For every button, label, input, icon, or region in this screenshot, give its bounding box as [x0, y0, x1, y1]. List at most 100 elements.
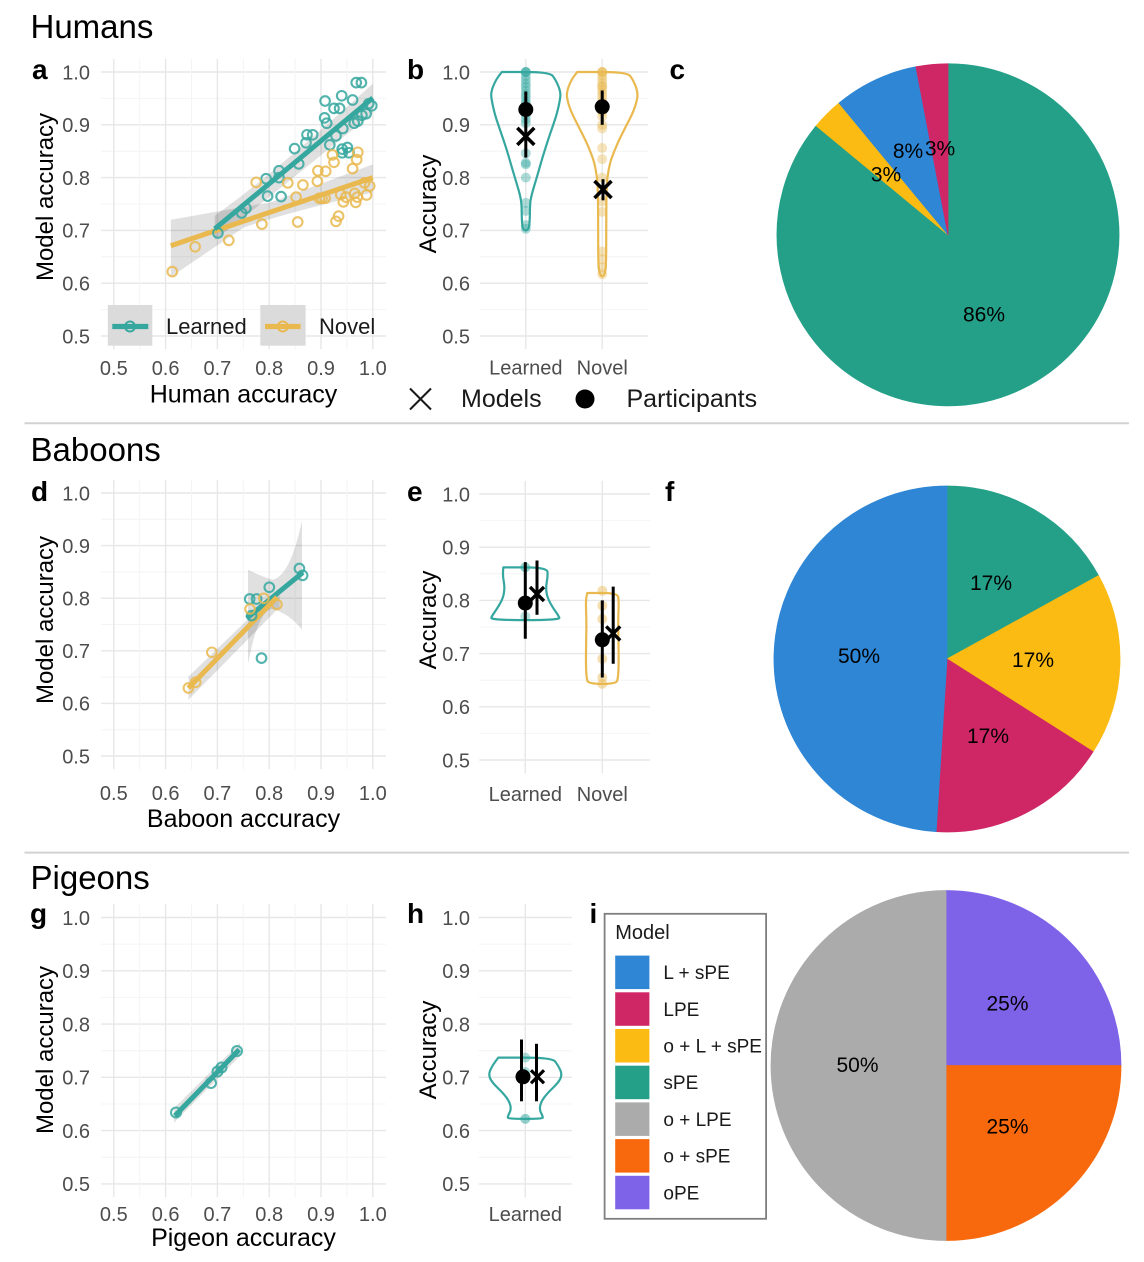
svg-text:0.5: 0.5 — [100, 783, 128, 805]
svg-text:0.9: 0.9 — [62, 115, 90, 137]
svg-text:Model accuracy: Model accuracy — [32, 966, 59, 1134]
svg-text:Learned: Learned — [166, 314, 247, 339]
svg-text:3%: 3% — [925, 138, 955, 161]
svg-text:Accuracy: Accuracy — [415, 155, 442, 254]
svg-text:0.7: 0.7 — [62, 641, 90, 663]
svg-text:0.6: 0.6 — [442, 1121, 470, 1143]
svg-text:0.8: 0.8 — [255, 1204, 283, 1226]
svg-text:1.0: 1.0 — [442, 62, 470, 84]
svg-text:Novel: Novel — [577, 358, 628, 380]
svg-text:25%: 25% — [986, 1116, 1028, 1139]
svg-text:Pigeon accuracy: Pigeon accuracy — [151, 1224, 336, 1252]
svg-text:0.6: 0.6 — [152, 1204, 180, 1226]
svg-text:0.6: 0.6 — [62, 694, 90, 716]
svg-text:LPE: LPE — [663, 1000, 699, 1021]
svg-text:0.6: 0.6 — [442, 274, 470, 296]
svg-text:0.5: 0.5 — [62, 1174, 90, 1196]
svg-text:Learned: Learned — [489, 784, 562, 806]
svg-text:Learned: Learned — [489, 1204, 562, 1226]
svg-text:0.7: 0.7 — [203, 783, 231, 805]
svg-text:Human accuracy: Human accuracy — [150, 381, 338, 409]
svg-text:Accuracy: Accuracy — [415, 1001, 442, 1100]
svg-text:i: i — [590, 898, 598, 929]
svg-text:0.8: 0.8 — [62, 589, 90, 611]
svg-text:Model accuracy: Model accuracy — [32, 113, 59, 281]
svg-text:0.8: 0.8 — [255, 358, 283, 380]
svg-text:0.7: 0.7 — [442, 221, 470, 243]
svg-text:0.8: 0.8 — [442, 1014, 470, 1036]
svg-text:Participants: Participants — [627, 385, 758, 413]
svg-text:0.9: 0.9 — [307, 783, 335, 805]
svg-text:17%: 17% — [1012, 649, 1054, 672]
svg-text:Accuracy: Accuracy — [415, 571, 442, 670]
svg-text:0.5: 0.5 — [100, 1204, 128, 1226]
svg-text:1.0: 1.0 — [359, 358, 387, 380]
svg-text:0.8: 0.8 — [62, 1014, 90, 1036]
svg-text:0.7: 0.7 — [203, 1204, 231, 1226]
svg-text:8%: 8% — [893, 140, 923, 163]
svg-text:0.9: 0.9 — [442, 115, 470, 137]
svg-text:0.6: 0.6 — [152, 358, 180, 380]
svg-text:d: d — [31, 476, 48, 507]
svg-text:Pigeons: Pigeons — [31, 859, 150, 896]
svg-text:sPE: sPE — [663, 1073, 698, 1094]
svg-text:0.7: 0.7 — [62, 221, 90, 243]
svg-text:1.0: 1.0 — [359, 1204, 387, 1226]
svg-text:0.5: 0.5 — [442, 750, 470, 772]
svg-text:a: a — [32, 54, 48, 85]
svg-text:0.5: 0.5 — [62, 326, 90, 348]
svg-text:0.6: 0.6 — [62, 1121, 90, 1143]
svg-text:Novel: Novel — [319, 314, 375, 339]
svg-text:25%: 25% — [986, 993, 1028, 1016]
svg-text:0.8: 0.8 — [62, 168, 90, 190]
svg-text:0.9: 0.9 — [62, 536, 90, 558]
svg-text:50%: 50% — [838, 645, 880, 668]
svg-text:0.5: 0.5 — [62, 746, 90, 768]
svg-text:o + L + sPE: o + L + sPE — [663, 1037, 762, 1058]
svg-text:0.5: 0.5 — [442, 1174, 470, 1196]
svg-text:1.0: 1.0 — [442, 908, 470, 930]
svg-text:17%: 17% — [970, 572, 1012, 595]
svg-text:3%: 3% — [871, 164, 901, 187]
svg-text:0.9: 0.9 — [307, 358, 335, 380]
svg-text:L + sPE: L + sPE — [663, 963, 729, 984]
svg-text:86%: 86% — [963, 304, 1005, 327]
svg-text:Baboons: Baboons — [31, 431, 161, 468]
svg-text:0.6: 0.6 — [62, 274, 90, 296]
svg-text:0.8: 0.8 — [255, 783, 283, 805]
svg-text:0.7: 0.7 — [442, 1068, 470, 1090]
svg-text:1.0: 1.0 — [359, 783, 387, 805]
svg-text:0.6: 0.6 — [152, 783, 180, 805]
svg-text:Models: Models — [461, 385, 542, 413]
svg-text:0.7: 0.7 — [203, 358, 231, 380]
svg-text:o + sPE: o + sPE — [663, 1147, 730, 1168]
svg-text:Humans: Humans — [31, 8, 154, 45]
svg-text:50%: 50% — [836, 1054, 878, 1077]
svg-text:0.9: 0.9 — [442, 961, 470, 983]
svg-text:0.5: 0.5 — [442, 326, 470, 348]
svg-text:0.5: 0.5 — [100, 358, 128, 380]
svg-text:Baboon accuracy: Baboon accuracy — [147, 805, 341, 833]
svg-text:1.0: 1.0 — [62, 483, 90, 505]
svg-text:0.6: 0.6 — [442, 697, 470, 719]
svg-text:e: e — [407, 476, 423, 507]
svg-text:b: b — [407, 54, 424, 85]
svg-text:0.8: 0.8 — [442, 591, 470, 613]
svg-text:1.0: 1.0 — [442, 484, 470, 506]
svg-text:Novel: Novel — [577, 784, 628, 806]
svg-text:1.0: 1.0 — [62, 908, 90, 930]
svg-text:c: c — [670, 54, 686, 85]
svg-text:Model accuracy: Model accuracy — [32, 536, 59, 704]
svg-text:g: g — [30, 898, 47, 929]
svg-text:0.9: 0.9 — [442, 538, 470, 560]
svg-text:h: h — [407, 898, 424, 929]
svg-text:17%: 17% — [967, 725, 1009, 748]
svg-text:0.7: 0.7 — [62, 1068, 90, 1090]
svg-text:0.9: 0.9 — [62, 961, 90, 983]
svg-text:oPE: oPE — [663, 1183, 699, 1204]
svg-text:1.0: 1.0 — [62, 62, 90, 84]
svg-text:0.8: 0.8 — [442, 168, 470, 190]
svg-text:0.7: 0.7 — [442, 644, 470, 666]
svg-text:o + LPE: o + LPE — [663, 1110, 731, 1131]
svg-text:0.9: 0.9 — [307, 1204, 335, 1226]
